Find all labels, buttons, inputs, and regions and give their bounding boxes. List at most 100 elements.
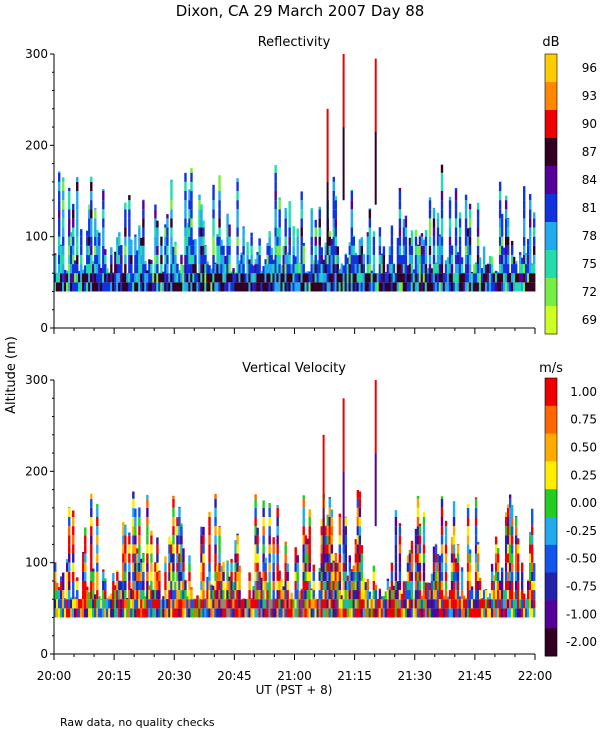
echo-cell bbox=[276, 254, 279, 265]
echo-cell bbox=[164, 556, 167, 563]
echo-cell bbox=[468, 218, 472, 228]
echo-cell bbox=[220, 273, 223, 283]
echo-cell bbox=[384, 273, 388, 283]
echo-cell bbox=[190, 245, 193, 255]
echo-cell bbox=[246, 282, 249, 292]
echo-cell bbox=[278, 227, 281, 237]
echo-cell bbox=[318, 567, 321, 572]
echo-cell bbox=[236, 178, 239, 182]
echo-cell bbox=[236, 191, 239, 201]
echo-cell bbox=[416, 526, 420, 536]
echo-cell bbox=[416, 590, 420, 600]
echo-cell bbox=[110, 247, 113, 255]
echo-cell bbox=[174, 599, 177, 609]
echo-cell bbox=[360, 273, 364, 283]
echo-cell bbox=[180, 264, 183, 274]
echo-cell bbox=[128, 608, 131, 618]
echo-cell bbox=[274, 191, 277, 201]
echo-cell bbox=[90, 218, 93, 228]
echo-cell bbox=[448, 608, 452, 618]
echo-cell bbox=[216, 565, 219, 572]
echo-cell bbox=[162, 596, 165, 600]
echo-cell bbox=[320, 282, 323, 292]
echo-cell bbox=[142, 553, 145, 554]
echo-cell bbox=[198, 598, 201, 600]
echo-cell bbox=[130, 588, 133, 591]
echo-cell bbox=[60, 273, 63, 283]
echo-cell bbox=[438, 234, 442, 237]
echo-cell bbox=[368, 236, 372, 246]
echo-cell bbox=[204, 245, 207, 246]
echo-cell bbox=[72, 264, 75, 274]
echo-cell bbox=[58, 236, 61, 246]
echo-cell bbox=[184, 580, 187, 591]
echo-cell bbox=[288, 218, 291, 228]
echo-cell bbox=[338, 571, 341, 581]
echo-cell bbox=[478, 273, 482, 283]
echo-cell bbox=[176, 263, 179, 265]
echo-cell bbox=[470, 282, 474, 292]
echo-cell bbox=[68, 282, 71, 292]
echo-cell bbox=[336, 254, 339, 265]
echo-cell bbox=[130, 599, 133, 609]
echo-cell bbox=[260, 577, 263, 581]
echo-cell bbox=[248, 259, 251, 265]
echo-cell bbox=[170, 580, 173, 591]
echo-cell bbox=[324, 562, 327, 572]
echo-cell bbox=[436, 245, 440, 255]
echo-cell bbox=[406, 571, 410, 581]
echo-cell bbox=[408, 608, 412, 618]
echo-cell bbox=[460, 590, 464, 600]
echo-cell bbox=[102, 209, 105, 219]
echo-cell bbox=[326, 580, 329, 591]
echo-cell bbox=[328, 562, 331, 572]
echo-cell bbox=[412, 273, 416, 283]
colorbar-label: 90 bbox=[582, 117, 597, 131]
echo-cell bbox=[134, 234, 137, 237]
echo-cell bbox=[416, 264, 420, 274]
colorbar-label: 0.25 bbox=[570, 468, 597, 482]
echo-cell bbox=[294, 571, 297, 581]
echo-cell bbox=[304, 544, 307, 554]
echo-cell bbox=[414, 599, 418, 609]
echo-cell bbox=[78, 608, 81, 618]
echo-cell bbox=[142, 590, 145, 600]
echo-cell bbox=[128, 273, 131, 283]
echo-cell bbox=[358, 507, 362, 517]
echo-cell bbox=[156, 580, 159, 591]
echo-cell bbox=[528, 535, 532, 545]
echo-cell bbox=[120, 608, 123, 618]
echo-cell bbox=[490, 590, 494, 600]
echo-cell bbox=[508, 590, 512, 600]
echo-cell bbox=[410, 254, 414, 265]
echo-cell bbox=[432, 608, 436, 618]
echo-cell bbox=[224, 590, 227, 600]
echo-cell bbox=[372, 254, 376, 265]
echo-cell bbox=[320, 273, 323, 283]
echo-cell bbox=[280, 599, 283, 609]
echo-cell bbox=[508, 580, 512, 591]
echo-cell bbox=[458, 227, 462, 237]
echo-cell bbox=[484, 599, 488, 609]
tall-echo-feature bbox=[374, 380, 377, 527]
echo-cell bbox=[68, 562, 71, 572]
echo-cell bbox=[132, 526, 135, 536]
echo-cell bbox=[284, 254, 287, 265]
echo-cell bbox=[286, 273, 289, 283]
echo-cell bbox=[122, 580, 125, 591]
echo-cell bbox=[466, 608, 470, 618]
echo-cell bbox=[464, 599, 468, 609]
echo-cell bbox=[356, 507, 360, 517]
echo-cell bbox=[338, 526, 341, 536]
echo-cell bbox=[302, 245, 305, 255]
echo-cell bbox=[246, 254, 249, 265]
echo-cell bbox=[198, 273, 201, 283]
echo-cell bbox=[416, 562, 420, 572]
echo-cell bbox=[322, 608, 325, 618]
echo-cell bbox=[208, 599, 211, 609]
echo-cell bbox=[510, 245, 514, 255]
echo-cell bbox=[214, 535, 217, 545]
echo-cell bbox=[202, 264, 205, 274]
echo-cell bbox=[164, 264, 167, 274]
echo-cell bbox=[154, 227, 157, 237]
